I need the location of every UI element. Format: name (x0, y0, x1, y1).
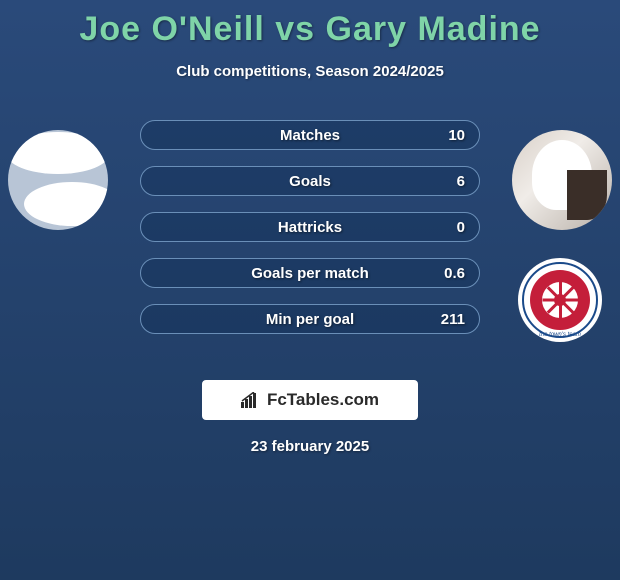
stat-row-matches: Matches 10 (140, 120, 480, 150)
stat-label: Min per goal (266, 311, 354, 328)
date-label: 23 february 2025 (0, 438, 620, 455)
stat-label: Hattricks (278, 219, 342, 236)
brand-badge: FcTables.com (202, 380, 418, 420)
stat-label: Goals (289, 173, 331, 190)
club-badge-inner (530, 270, 590, 330)
brand-text: FcTables.com (267, 390, 379, 410)
stat-row-goals-per-match: Goals per match 0.6 (140, 258, 480, 288)
stat-row-goals: Goals 6 (140, 166, 480, 196)
stat-row-hattricks: Hattricks 0 (140, 212, 480, 242)
player-right-avatar (512, 130, 612, 230)
stats-container: the town's team Matches 10 Goals 6 Hattr… (0, 120, 620, 360)
stat-value: 10 (448, 127, 465, 144)
stat-value: 0.6 (444, 265, 465, 282)
stat-label: Matches (280, 127, 340, 144)
stat-row-min-per-goal: Min per goal 211 (140, 304, 480, 334)
stat-value: 0 (457, 219, 465, 236)
club-badge: the town's team (518, 258, 602, 342)
player-left-avatar (8, 130, 108, 230)
stat-value: 6 (457, 173, 465, 190)
placeholder-body-shape (24, 182, 108, 226)
ship-wheel-icon (542, 282, 578, 318)
bar-chart-icon (241, 392, 261, 408)
stat-value: 211 (441, 311, 465, 328)
subtitle: Club competitions, Season 2024/2025 (0, 63, 620, 80)
placeholder-head-shape (8, 132, 108, 174)
stat-label: Goals per match (251, 265, 369, 282)
page-title: Joe O'Neill vs Gary Madine (0, 0, 620, 49)
club-banner-text: the town's team (518, 332, 602, 338)
